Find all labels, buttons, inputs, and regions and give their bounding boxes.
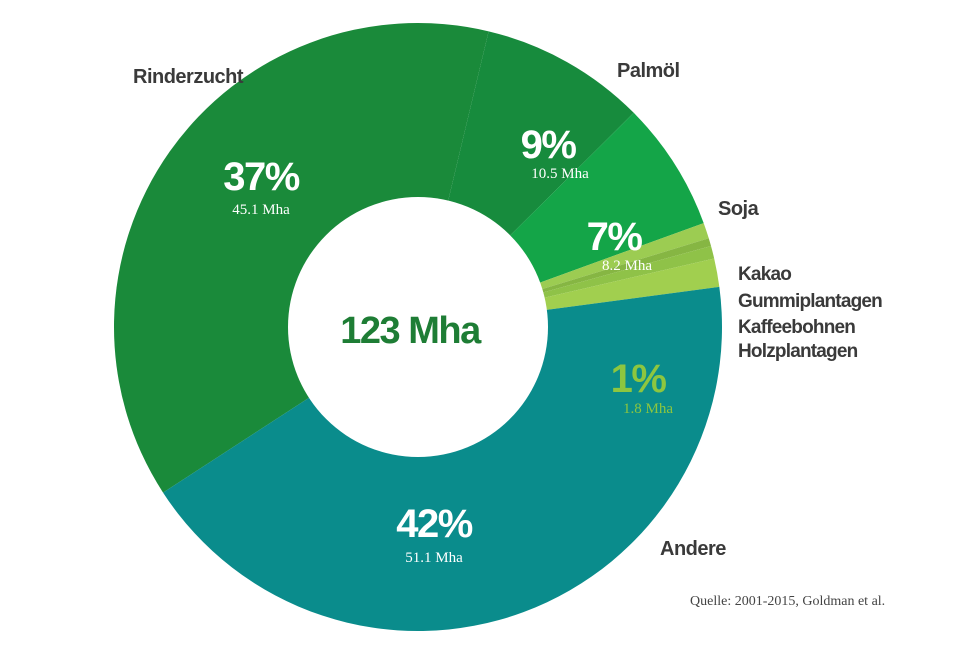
pct-label-rinderzucht: 37% — [223, 155, 299, 199]
pct-label-palmoel: 9% — [521, 123, 577, 167]
category-label-kakao: Kakao — [738, 264, 791, 285]
pct-label-andere: 42% — [396, 502, 472, 546]
category-label-soja: Soja — [718, 198, 760, 220]
source-note: Quelle: 2001-2015, Goldman et al. — [690, 594, 885, 610]
value-label-soja: 8.2 Mha — [602, 258, 652, 274]
category-label-andere: Andere — [660, 538, 726, 560]
value-label-holzplantagen: 1.8 Mha — [623, 401, 673, 417]
category-label-rinderzucht: Rinderzucht — [133, 66, 244, 88]
value-label-rinderzucht: 45.1 Mha — [232, 202, 290, 218]
category-label-gummiplantagen: Gummiplantagen — [738, 291, 882, 312]
pct-label-holzplantagen: 1% — [611, 357, 667, 401]
category-label-palmoel: Palmöl — [617, 60, 680, 82]
category-label-kaffeebohnen: Kaffeebohnen — [738, 317, 855, 338]
value-label-palmoel: 10.5 Mha — [531, 166, 589, 182]
pct-label-soja: 7% — [587, 215, 643, 259]
category-label-holzplantagen: Holzplantagen — [738, 341, 858, 362]
center-label: 123 Mha — [340, 310, 482, 352]
value-label-andere: 51.1 Mha — [405, 550, 463, 566]
